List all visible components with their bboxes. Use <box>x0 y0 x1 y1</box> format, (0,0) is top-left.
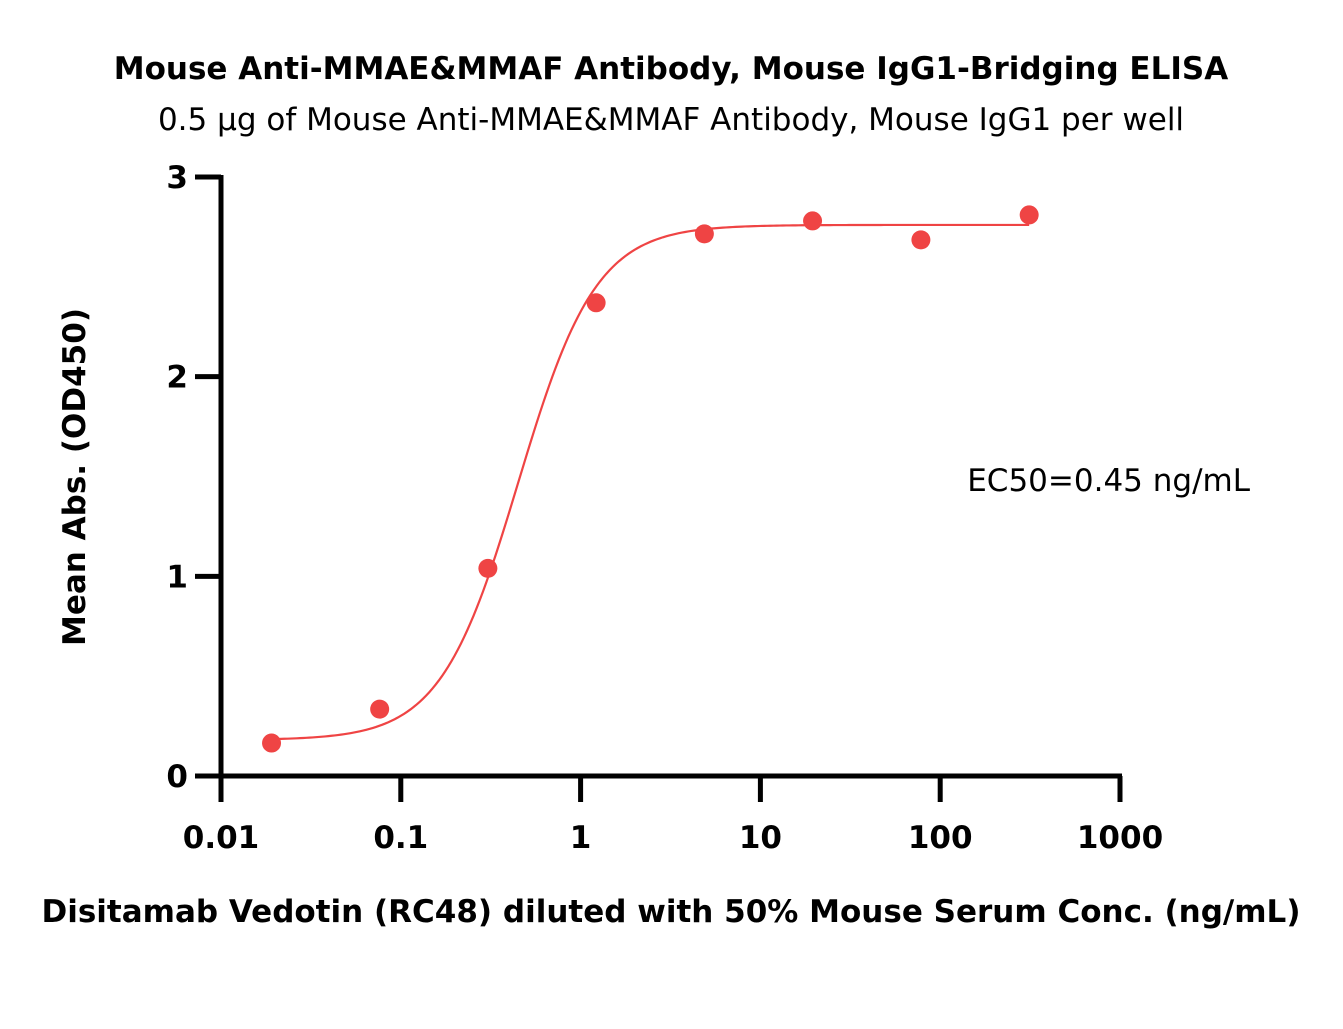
x-tick-label: 1 <box>570 820 592 856</box>
data-point <box>803 211 823 231</box>
data-point <box>262 733 282 753</box>
data-point <box>911 230 931 250</box>
data-point <box>1019 205 1039 225</box>
axes: 0 1 2 3 0.01 0.1 1 10 100 1000 <box>166 160 1163 856</box>
data-point <box>478 558 498 578</box>
y-tick-label: 3 <box>166 160 188 196</box>
y-axis-label: Mean Abs. (OD450) <box>57 308 93 646</box>
y-tick-label: 2 <box>166 360 188 396</box>
x-tick-label: 1000 <box>1077 820 1163 856</box>
x-axis-label: Disitamab Vedotin (RC48) diluted with 50… <box>42 894 1301 930</box>
ec50-annotation: EC50=0.45 ng/mL <box>967 463 1250 499</box>
chart-subtitle: 0.5 μg of Mouse Anti-MMAE&MMAF Antibody,… <box>158 102 1184 138</box>
fit-curve <box>271 223 1030 741</box>
x-tick-label: 0.1 <box>373 820 428 856</box>
x-tick-label: 100 <box>908 820 973 856</box>
data-points-layer <box>262 205 1039 753</box>
fit-curve-layer <box>271 223 1030 741</box>
data-point <box>586 293 606 313</box>
chart-title: Mouse Anti-MMAE&MMAF Antibody, Mouse IgG… <box>114 51 1228 87</box>
y-tick-label: 1 <box>166 559 188 595</box>
data-point <box>694 224 714 244</box>
data-point <box>370 699 390 719</box>
x-tick-label: 0.01 <box>183 820 260 856</box>
y-tick-label: 0 <box>166 759 188 795</box>
x-tick-label: 10 <box>739 820 782 856</box>
